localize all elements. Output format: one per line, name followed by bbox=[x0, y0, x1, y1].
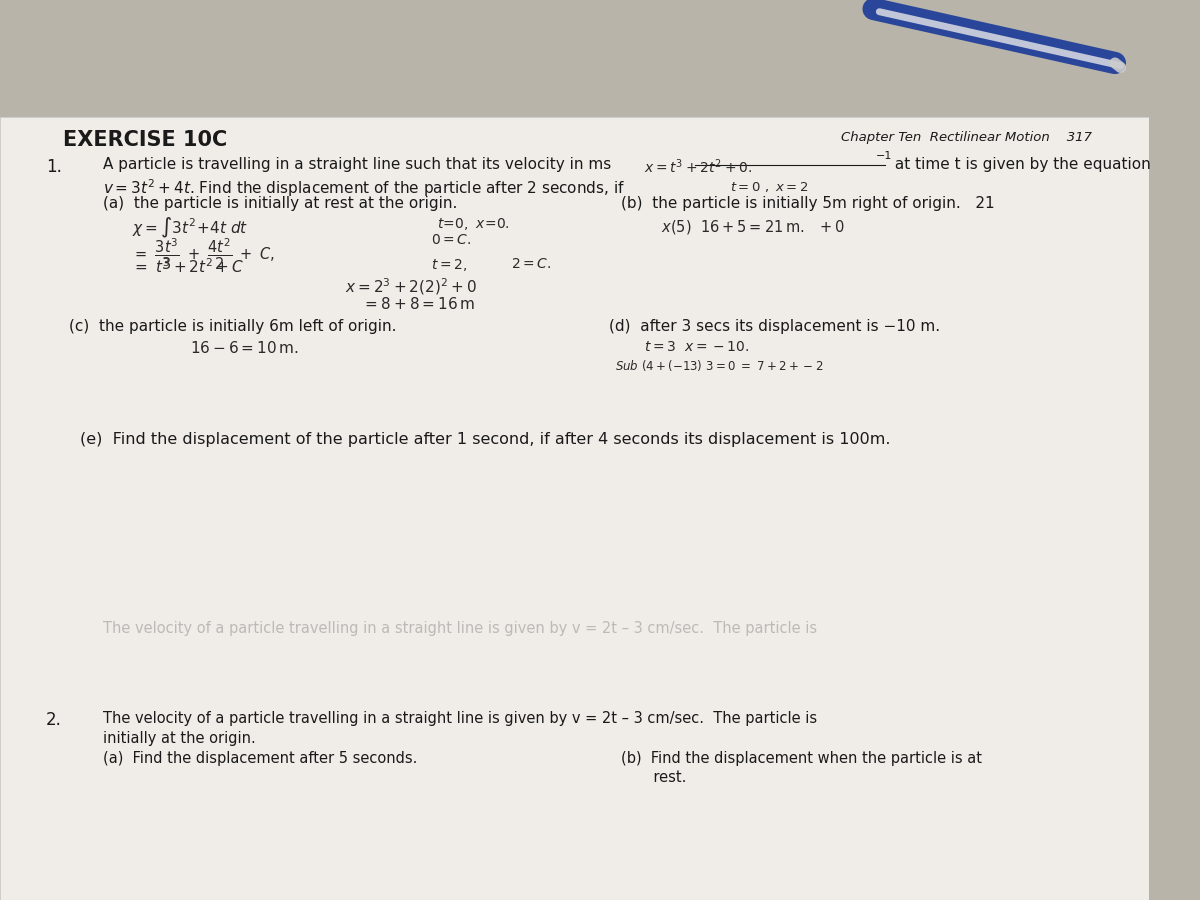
Text: 2.: 2. bbox=[46, 711, 62, 729]
Text: A particle is travelling in a straight line such that its velocity in ms: A particle is travelling in a straight l… bbox=[103, 158, 612, 173]
Text: The velocity of a particle travelling in a straight line is given by v = 2t – 3 : The velocity of a particle travelling in… bbox=[103, 621, 817, 636]
Text: $0 = C.$: $0 = C.$ bbox=[431, 233, 472, 248]
Text: $=\ t^3 + 2t^2 + C$: $=\ t^3 + 2t^2 + C$ bbox=[132, 257, 245, 276]
Text: Chapter Ten  Rectilinear Motion    317: Chapter Ten Rectilinear Motion 317 bbox=[841, 130, 1092, 143]
Text: (a)  the particle is initially at rest at the origin.: (a) the particle is initially at rest at… bbox=[103, 196, 458, 211]
Text: $16-6 = 10\,\mathrm{m}.$: $16-6 = 10\,\mathrm{m}.$ bbox=[190, 340, 298, 356]
Text: (e)  Find the displacement of the particle after 1 second, if after 4 seconds it: (e) Find the displacement of the particl… bbox=[80, 432, 890, 447]
Text: $t=0\ ,\ x=2$: $t=0\ ,\ x=2$ bbox=[730, 180, 809, 194]
Text: $= 8 + 8 = 16\,\mathrm{m}$: $= 8 + 8 = 16\,\mathrm{m}$ bbox=[362, 296, 475, 312]
Text: Sub $(4+(-13)\ 3=0\ =\ 7+2+-2$: Sub $(4+(-13)\ 3=0\ =\ 7+2+-2$ bbox=[614, 358, 823, 374]
Text: (c)  the particle is initially 6m left of origin.: (c) the particle is initially 6m left of… bbox=[68, 320, 396, 335]
Bar bbox=[0, 117, 1150, 900]
Text: (d)  after 3 secs its displacement is −10 m.: (d) after 3 secs its displacement is −10… bbox=[610, 320, 941, 335]
Text: $v = 3t^2 + 4t$. Find the displacement of the particle after 2 seconds, if: $v = 3t^2 + 4t$. Find the displacement o… bbox=[103, 177, 625, 199]
Text: $t = 2,$: $t = 2,$ bbox=[431, 257, 467, 274]
Text: $2 = C.$: $2 = C.$ bbox=[511, 257, 552, 272]
Text: (a)  Find the displacement after 5 seconds.: (a) Find the displacement after 5 second… bbox=[103, 751, 418, 766]
Text: rest.: rest. bbox=[620, 770, 686, 786]
Text: EXERCISE 10C: EXERCISE 10C bbox=[64, 130, 228, 150]
Text: $=\ \dfrac{3t^3}{3}\ +\ \dfrac{4t^2}{2}\ +\ C,$: $=\ \dfrac{3t^3}{3}\ +\ \dfrac{4t^2}{2}\… bbox=[132, 237, 275, 272]
Text: $t = 3\ \ x = -10.$: $t = 3\ \ x = -10.$ bbox=[643, 340, 749, 355]
Text: $x = t^3 + 2t^2 + 0.$: $x = t^3 + 2t^2 + 0.$ bbox=[643, 158, 751, 176]
Text: (b)  the particle is initially 5m right of origin.   21: (b) the particle is initially 5m right o… bbox=[620, 196, 995, 211]
Text: (b)  Find the displacement when the particle is at: (b) Find the displacement when the parti… bbox=[620, 751, 982, 766]
Text: $x(5)\ \ 16+5 = 21\,\mathrm{m}.\ \ +0$: $x(5)\ \ 16+5 = 21\,\mathrm{m}.\ \ +0$ bbox=[661, 218, 845, 236]
Text: initially at the origin.: initially at the origin. bbox=[103, 731, 256, 746]
Text: 1.: 1. bbox=[46, 158, 62, 176]
Text: $t\!=\!0,\ x\!=\!0.$: $t\!=\!0,\ x\!=\!0.$ bbox=[437, 216, 510, 232]
Text: $\chi = \int 3t^2\!+\!4t\ dt$: $\chi = \int 3t^2\!+\!4t\ dt$ bbox=[132, 216, 248, 240]
Text: −1: −1 bbox=[876, 151, 893, 161]
Text: $x = 2^3 + 2(2)^2 + 0$: $x = 2^3 + 2(2)^2 + 0$ bbox=[344, 276, 476, 297]
Text: The velocity of a particle travelling in a straight line is given by v = 2t – 3 : The velocity of a particle travelling in… bbox=[103, 711, 817, 726]
Text: at time t is given by the equation: at time t is given by the equation bbox=[889, 158, 1151, 173]
Bar bbox=[0, 0, 1150, 117]
